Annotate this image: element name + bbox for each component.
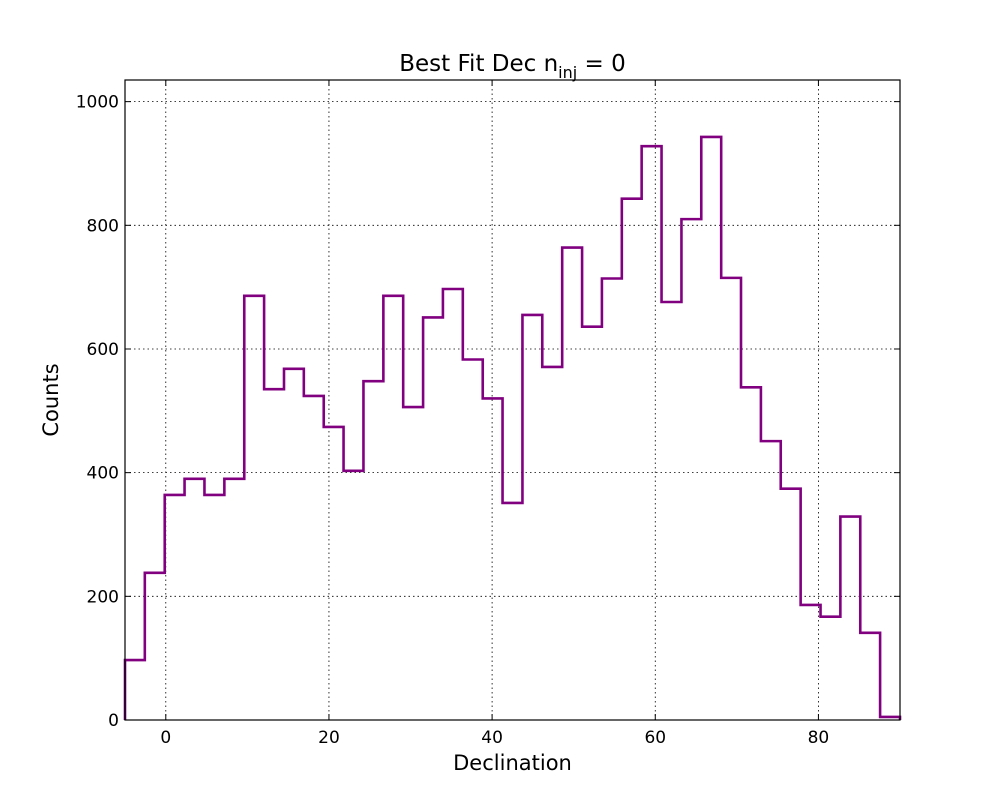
axis-ticks bbox=[125, 80, 900, 721]
y-tick-label: 1000 bbox=[76, 93, 119, 113]
y-tick-label: 200 bbox=[87, 587, 119, 607]
y-tick-label: 0 bbox=[108, 711, 119, 731]
y-tick-label: 800 bbox=[87, 216, 119, 236]
chart-title: Best Fit Dec ninj = 0 bbox=[399, 51, 625, 82]
grid-lines bbox=[125, 80, 900, 721]
y-tick-label: 600 bbox=[87, 340, 119, 360]
x-tick-label: 20 bbox=[318, 728, 340, 748]
x-axis-label: Declination bbox=[453, 751, 572, 775]
plot-area-frame bbox=[124, 79, 901, 721]
histogram-step-line bbox=[123, 135, 902, 720]
title-suffix: = 0 bbox=[577, 51, 626, 77]
x-tick-label: 60 bbox=[644, 728, 666, 748]
y-tick-label: 400 bbox=[87, 464, 119, 484]
y-axis-label: Counts bbox=[39, 363, 63, 436]
x-tick-label: 40 bbox=[481, 728, 503, 748]
x-tick-label: 0 bbox=[160, 728, 171, 748]
x-tick-label: 80 bbox=[808, 728, 830, 748]
title-subscript: inj bbox=[558, 63, 577, 82]
